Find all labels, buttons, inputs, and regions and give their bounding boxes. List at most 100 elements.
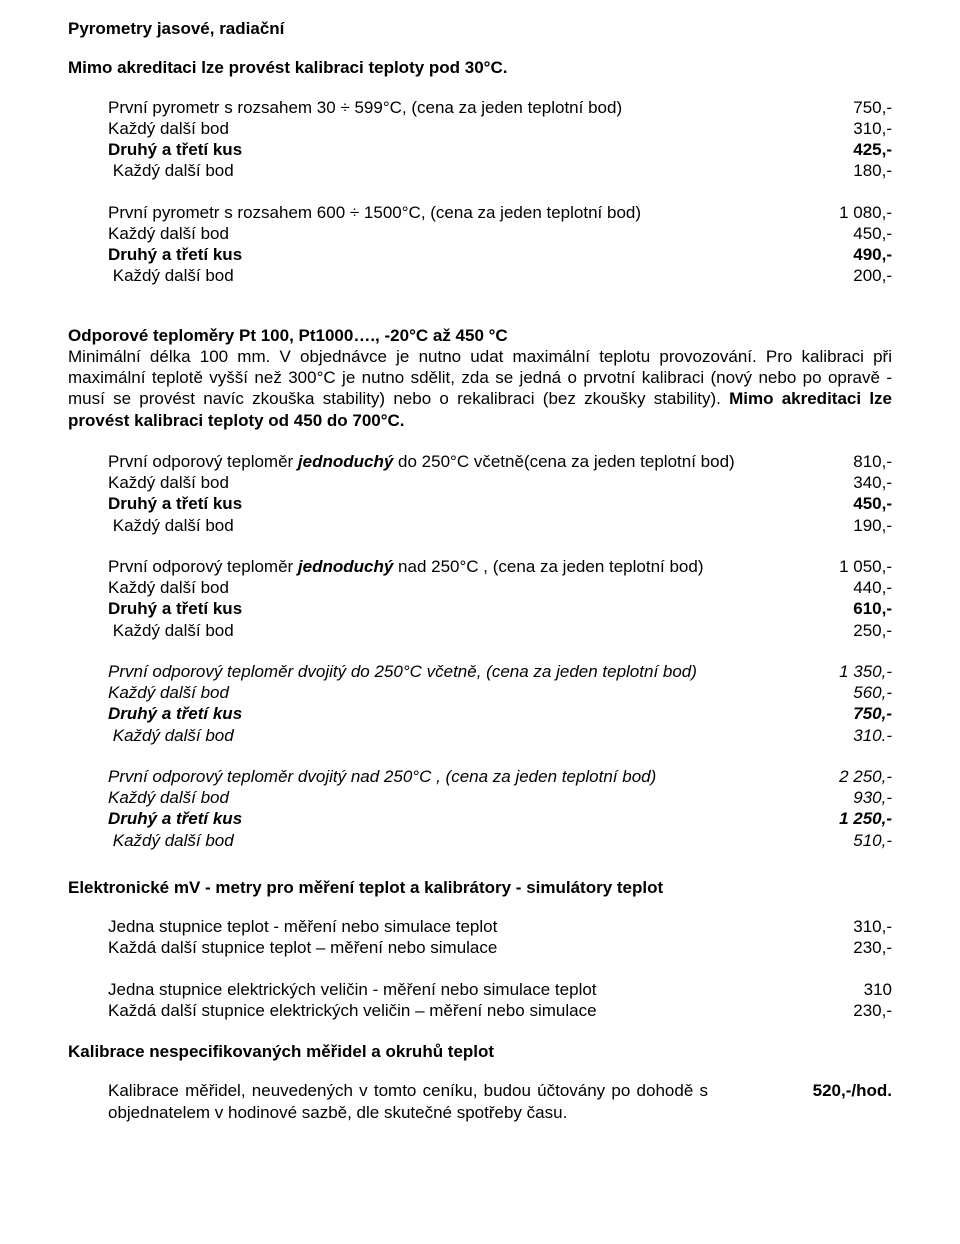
price-row: První odporový teploměr jednoduchý nad 2… [108,556,892,577]
row-price: 230,- [843,937,892,958]
price-row: Každá další stupnice teplot – měření neb… [108,937,892,958]
row-label: Každý další bod [108,118,843,139]
row-label-b: jednoduchý [298,557,393,576]
resistance-heading: Odporové teploměry Pt 100, Pt1000…., -20… [68,326,508,345]
row-price: 1 050,- [829,556,892,577]
price-row: První odporový teploměr dvojitý do 250°C… [108,661,892,682]
row-price: 310 [854,979,892,1000]
row-label: Druhý a třetí kus [108,598,843,619]
price-row: Každý další bod 510,- [108,830,892,851]
row-price: 1 250,- [829,808,892,829]
row-price: 310,- [843,118,892,139]
price-row: První pyrometr s rozsahem 600 ÷ 1500°C, … [108,202,892,223]
row-label: První odporový teploměr jednoduchý nad 2… [108,556,829,577]
row-price: 200,- [843,265,892,286]
row-label: Jedna stupnice teplot - měření nebo simu… [108,916,843,937]
row-label: První pyrometr s rozsahem 30 ÷ 599°C, (c… [108,97,843,118]
price-row: Každý další bod 310,- [108,118,892,139]
row-label: Druhý a třetí kus [108,244,843,265]
row-price: 750,- [843,703,892,724]
price-row: Každý další bod 930,- [108,787,892,808]
price-row: Kalibrace měřidel, neuvedených v tomto c… [108,1080,892,1123]
row-label-text: Každý další bod [113,831,234,850]
row-price: 810,- [843,451,892,472]
row-price: 930,- [843,787,892,808]
row-price: 230,- [843,1000,892,1021]
row-price: 340,- [843,472,892,493]
row-label-a: První odporový teploměr [108,557,298,576]
pyrometry-group-1: První pyrometr s rozsahem 30 ÷ 599°C, (c… [68,97,892,182]
price-row: Každý další bod 200,- [108,265,892,286]
row-label: Kalibrace měřidel, neuvedených v tomto c… [108,1080,708,1123]
row-label-b: jednoduchý [298,452,393,471]
resistance-group-1: První odporový teploměr jednoduchý do 25… [68,451,892,536]
row-label: Každý další bod [108,160,843,181]
row-price: 190,- [843,515,892,536]
price-row: Každý další bod 190,- [108,515,892,536]
row-label: Každý další bod [108,577,843,598]
row-label-text: Každý další bod [113,161,234,180]
row-price: 450,- [843,223,892,244]
pyrometry-group-2: První pyrometr s rozsahem 600 ÷ 1500°C, … [68,202,892,287]
row-label-text: Každý další bod [113,516,234,535]
price-row: Druhý a třetí kus 750,- [108,703,892,724]
row-label: Každý další bod [108,620,843,641]
resistance-group-3: První odporový teploměr dvojitý do 250°C… [68,661,892,746]
row-label: Každý další bod [108,223,843,244]
row-label: Každý další bod [108,265,843,286]
price-row: Každá další stupnice elektrických veliči… [108,1000,892,1021]
row-label: První odporový teploměr dvojitý do 250°C… [108,661,829,682]
row-price: 750,- [843,97,892,118]
row-label-text: Každý další bod [113,266,234,285]
mv-title: Elektronické mV - metry pro měření teplo… [68,877,892,898]
row-label: Každý další bod [108,682,843,703]
row-price: 1 350,- [829,661,892,682]
row-price: 1 080,- [829,202,892,223]
row-label-c: nad 250°C , (cena za jeden teplotní bod) [393,557,703,576]
row-price: 310.- [843,725,892,746]
price-row: Druhý a třetí kus 610,- [108,598,892,619]
row-price: 510,- [843,830,892,851]
row-label-c: do 250°C včetně(cena za jeden teplotní b… [393,452,734,471]
row-price: 250,- [843,620,892,641]
row-price: 560,- [843,682,892,703]
price-row: Každý další bod 310.- [108,725,892,746]
row-price: 180,- [843,160,892,181]
row-label: Každý další bod [108,830,843,851]
row-label: První odporový teploměr jednoduchý do 25… [108,451,843,472]
row-price: 450,- [843,493,892,514]
price-row: Druhý a třetí kus 425,- [108,139,892,160]
row-label: Druhý a třetí kus [108,493,843,514]
mv-group-2: Jedna stupnice elektrických veličin - mě… [68,979,892,1022]
mv-group-1: Jedna stupnice teplot - měření nebo simu… [68,916,892,959]
row-label: Jedna stupnice elektrických veličin - mě… [108,979,854,1000]
price-row: Každý další bod 440,- [108,577,892,598]
resistance-group-2: První odporový teploměr jednoduchý nad 2… [68,556,892,641]
row-label: Každá další stupnice teplot – měření neb… [108,937,843,958]
price-row: Jedna stupnice teplot - měření nebo simu… [108,916,892,937]
row-label: Každý další bod [108,515,843,536]
unspec-group: Kalibrace měřidel, neuvedených v tomto c… [68,1080,892,1123]
row-label: Každá další stupnice elektrických veliči… [108,1000,843,1021]
price-row: Každý další bod 180,- [108,160,892,181]
row-label: Druhý a třetí kus [108,808,829,829]
row-label: První pyrometr s rozsahem 600 ÷ 1500°C, … [108,202,829,223]
price-row: Druhý a třetí kus 450,- [108,493,892,514]
row-label: První odporový teploměr dvojitý nad 250°… [108,766,829,787]
row-price: 310,- [843,916,892,937]
pyrometry-title: Pyrometry jasové, radiační [68,18,892,39]
unspec-title: Kalibrace nespecifikovaných měřidel a ok… [68,1041,892,1062]
price-row: První odporový teploměr jednoduchý do 25… [108,451,892,472]
row-price: 520,-/hod. [803,1080,892,1101]
row-label-a: První odporový teploměr [108,452,298,471]
row-label: Druhý a třetí kus [108,139,843,160]
row-label-text: Každý další bod [113,621,234,640]
row-price: 440,- [843,577,892,598]
row-label: Každý další bod [108,787,843,808]
row-price: 425,- [843,139,892,160]
price-row: Jedna stupnice elektrických veličin - mě… [108,979,892,1000]
price-row: Každý další bod 450,- [108,223,892,244]
resistance-paragraph: Odporové teploměry Pt 100, Pt1000…., -20… [68,325,892,431]
row-price: 2 250,- [829,766,892,787]
price-row: První odporový teploměr dvojitý nad 250°… [108,766,892,787]
